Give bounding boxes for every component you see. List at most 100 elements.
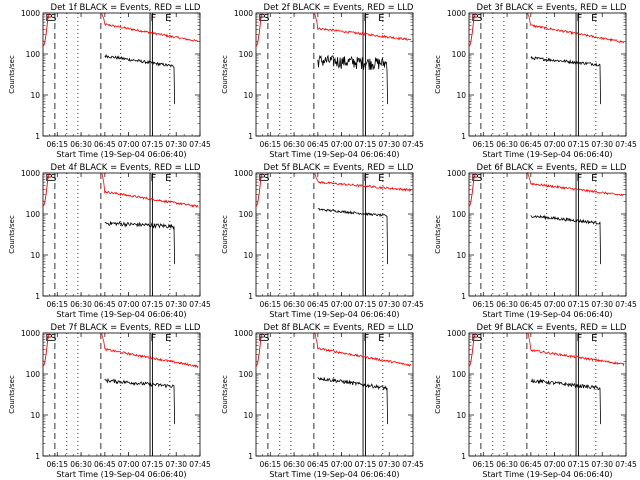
x-axis-label: Start Time (19-Sep-04 06:06:40) xyxy=(269,470,399,479)
x-tick-label: 07:45 xyxy=(615,460,637,469)
x-tick-label: 06:45 xyxy=(307,460,329,469)
y-tick-label: 10 xyxy=(30,411,40,420)
series-red-early xyxy=(255,172,263,207)
series-red-main xyxy=(314,332,412,367)
x-tick-label: 06:15 xyxy=(259,460,281,469)
plot-frame xyxy=(468,172,627,297)
chart-title: Det 4f BLACK = Events, RED = LLD xyxy=(51,163,201,173)
marker-s: S xyxy=(263,13,269,24)
marker-f: F xyxy=(364,333,370,344)
y-tick-label: 10 xyxy=(30,251,40,260)
marker-s: S xyxy=(263,333,269,344)
chart-title: Det 3f BLACK = Events, RED = LLD xyxy=(477,3,627,13)
x-tick-label: 07:15 xyxy=(568,460,590,469)
y-tick-label: 100 xyxy=(26,50,41,59)
x-tick-label: 07:45 xyxy=(189,460,211,469)
chart-title: Det 1f BLACK = Events, RED = LLD xyxy=(51,3,201,13)
x-axis-label: Start Time (19-Sep-04 06:06:40) xyxy=(482,310,612,319)
y-tick-label: 10 xyxy=(456,411,466,420)
plot-frame xyxy=(255,332,414,457)
chart-svg: Det 3f BLACK = Events, RED = LLD Counts/s… xyxy=(434,3,637,159)
y-tick-label: 1 xyxy=(461,132,466,141)
chart-svg: Det 7f BLACK = Events, RED = LLD Counts/s… xyxy=(8,323,211,479)
marker-e-start: E xyxy=(471,173,477,184)
x-tick-label: 06:30 xyxy=(496,300,518,309)
marker-e-end: E xyxy=(165,333,171,344)
y-tick-label: 1 xyxy=(35,452,40,461)
x-tick-label: 06:15 xyxy=(472,140,494,149)
detector-panel-8: Det 8f BLACK = Events, RED = LLD Counts/s… xyxy=(213,320,426,480)
marker-e-start: E xyxy=(258,173,264,184)
chart-svg: Det 4f BLACK = Events, RED = LLD Counts/s… xyxy=(8,163,211,319)
x-tick-label: 06:15 xyxy=(46,140,68,149)
marker-e-start: E xyxy=(45,333,51,344)
series-red-early xyxy=(42,172,50,207)
y-tick-label: 1 xyxy=(248,132,253,141)
y-axis-label: Counts/sec xyxy=(221,215,229,254)
x-tick-label: 06:30 xyxy=(70,460,92,469)
chart-title: Det 2f BLACK = Events, RED = LLD xyxy=(264,3,414,13)
series-red-early xyxy=(468,12,476,47)
series-red-early xyxy=(468,332,476,367)
x-tick-label: 07:45 xyxy=(402,300,424,309)
y-tick-label: 10 xyxy=(243,251,253,260)
x-tick-label: 07:45 xyxy=(189,140,211,149)
marker-s: S xyxy=(50,173,56,184)
detector-panel-3: Det 3f BLACK = Events, RED = LLD Counts/s… xyxy=(426,0,639,160)
series-black-events xyxy=(104,221,175,265)
x-tick-label: 07:00 xyxy=(331,300,353,309)
marker-s: S xyxy=(476,13,482,24)
plot-frame xyxy=(255,12,414,137)
series-black-events xyxy=(317,376,388,425)
marker-s: S xyxy=(50,333,56,344)
detector-panel-6: Det 6f BLACK = Events, RED = LLD Counts/s… xyxy=(426,160,639,320)
x-tick-label: 07:15 xyxy=(568,300,590,309)
x-tick-label: 07:45 xyxy=(615,140,637,149)
y-tick-label: 100 xyxy=(239,370,254,379)
marker-e-end: E xyxy=(165,173,171,184)
x-tick-label: 06:30 xyxy=(70,140,92,149)
marker-f: F xyxy=(577,173,583,184)
marker-e-start: E xyxy=(471,333,477,344)
x-tick-label: 06:30 xyxy=(283,140,305,149)
y-tick-label: 100 xyxy=(239,50,254,59)
series-black-events xyxy=(530,377,601,425)
chart-title: Det 5f BLACK = Events, RED = LLD xyxy=(264,163,414,173)
y-tick-label: 10 xyxy=(456,91,466,100)
marker-e-start: E xyxy=(45,173,51,184)
x-tick-label: 06:15 xyxy=(472,460,494,469)
chart-svg: Det 9f BLACK = Events, RED = LLD Counts/s… xyxy=(434,323,637,479)
x-tick-label: 07:15 xyxy=(355,460,377,469)
marker-f: F xyxy=(577,333,583,344)
x-tick-label: 06:30 xyxy=(496,140,518,149)
y-tick-label: 100 xyxy=(239,210,254,219)
x-tick-label: 06:15 xyxy=(472,300,494,309)
x-tick-label: 07:45 xyxy=(402,460,424,469)
marker-e-start: E xyxy=(258,333,264,344)
detector-panel-2: Det 2f BLACK = Events, RED = LLD Counts/s… xyxy=(213,0,426,160)
detector-panel-9: Det 9f BLACK = Events, RED = LLD Counts/s… xyxy=(426,320,639,480)
plot-frame xyxy=(42,172,201,297)
y-tick-label: 1000 xyxy=(234,329,253,338)
x-axis-label: Start Time (19-Sep-04 06:06:40) xyxy=(56,150,186,159)
y-axis-label: Counts/sec xyxy=(8,215,16,254)
marker-s: S xyxy=(476,173,482,184)
chart-title: Det 6f BLACK = Events, RED = LLD xyxy=(477,163,627,173)
y-axis-label: Counts/sec xyxy=(434,215,442,254)
chart-svg: Det 8f BLACK = Events, RED = LLD Counts/s… xyxy=(221,323,424,479)
series-red-main xyxy=(314,13,412,41)
x-tick-label: 07:30 xyxy=(378,140,400,149)
y-tick-label: 10 xyxy=(243,91,253,100)
x-tick-label: 07:30 xyxy=(378,460,400,469)
x-tick-label: 07:45 xyxy=(189,300,211,309)
x-tick-label: 06:45 xyxy=(307,140,329,149)
y-tick-label: 100 xyxy=(26,210,41,219)
x-tick-label: 06:15 xyxy=(46,300,68,309)
y-tick-label: 10 xyxy=(243,411,253,420)
series-red-main xyxy=(101,12,199,43)
y-tick-label: 1 xyxy=(35,132,40,141)
series-red-main xyxy=(527,172,625,197)
marker-e-start: E xyxy=(258,13,264,24)
series-red-early xyxy=(468,172,476,207)
